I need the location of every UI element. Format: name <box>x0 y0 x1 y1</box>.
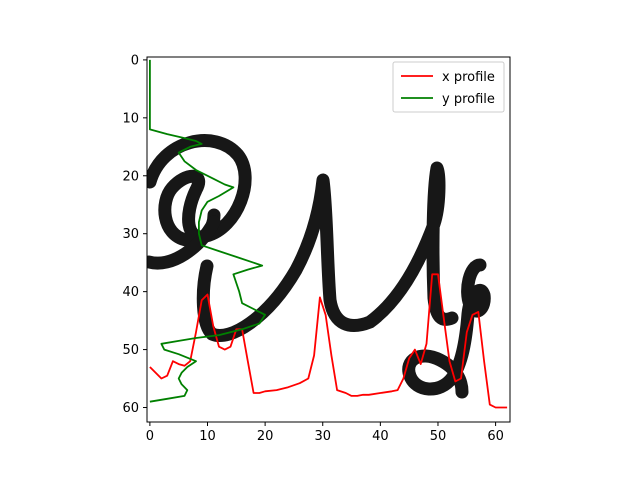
y-tick-label: 20 <box>122 169 139 184</box>
x-tick-label: 40 <box>372 429 389 444</box>
legend: x profile y profile <box>392 61 505 113</box>
legend-label-y-profile: y profile <box>442 92 495 107</box>
x-tick-label: 30 <box>314 429 331 444</box>
plot-frame <box>146 56 511 423</box>
legend-label-x-profile: x profile <box>442 70 495 85</box>
legend-box <box>392 61 505 113</box>
series-line-y-profile <box>148 59 267 403</box>
x-tick-label: 10 <box>199 429 216 444</box>
y-tick-label: 10 <box>122 111 139 126</box>
series-line-x-profile <box>149 273 508 409</box>
y-tick-label: 0 <box>131 53 139 68</box>
y-tick-label: 30 <box>122 227 139 242</box>
x-tick-label: 20 <box>257 429 274 444</box>
x-tick-label: 60 <box>487 429 504 444</box>
handwriting-image <box>147 134 491 399</box>
x-tick-label: 50 <box>430 429 447 444</box>
y-tick-label: 40 <box>122 285 139 300</box>
y-tick-label: 50 <box>122 343 139 358</box>
y-tick-label: 60 <box>122 401 139 416</box>
x-tick-label: 0 <box>146 429 154 444</box>
